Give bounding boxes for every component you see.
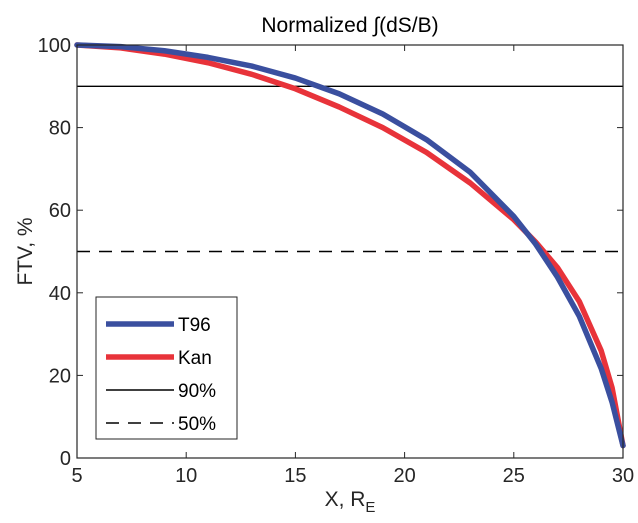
x-tick-label: 10 <box>175 465 197 487</box>
x-axis-label-subscript: E <box>365 499 375 516</box>
legend: T96 Kan 90% 50% <box>95 296 238 440</box>
series-line-kan <box>74 42 626 449</box>
y-tick-label: 100 <box>38 35 71 57</box>
x-tick-label: 25 <box>503 465 525 487</box>
y-tick-label: 80 <box>49 118 71 140</box>
y-tick-label: 40 <box>49 283 71 305</box>
x-tick-label: 20 <box>393 465 415 487</box>
series-line-t96 <box>74 42 626 449</box>
series-lines <box>74 42 626 449</box>
x-tick-label: 5 <box>71 465 82 487</box>
x-axis-label-main: X, R <box>325 488 366 511</box>
legend-label: 90% <box>178 381 216 402</box>
x-tick-label: 30 <box>612 465 634 487</box>
y-tick-label: 20 <box>49 365 71 387</box>
y-axis-label: FTV, % <box>14 217 37 285</box>
legend-label: T96 <box>178 315 211 336</box>
plot-frame <box>76 44 624 459</box>
axes: 5 10 15 20 25 30 0 20 40 60 80 100 <box>38 35 635 487</box>
y-tick-label: 0 <box>60 448 71 470</box>
legend-box <box>95 296 238 440</box>
legend-label: Kan <box>178 348 212 369</box>
legend-label: 50% <box>178 414 216 435</box>
chart-title: Normalized ∫(dS/B) <box>261 14 438 37</box>
x-tick-label: 15 <box>284 465 306 487</box>
x-axis-label: X, RE <box>325 488 376 516</box>
y-tick-label: 60 <box>49 200 71 222</box>
